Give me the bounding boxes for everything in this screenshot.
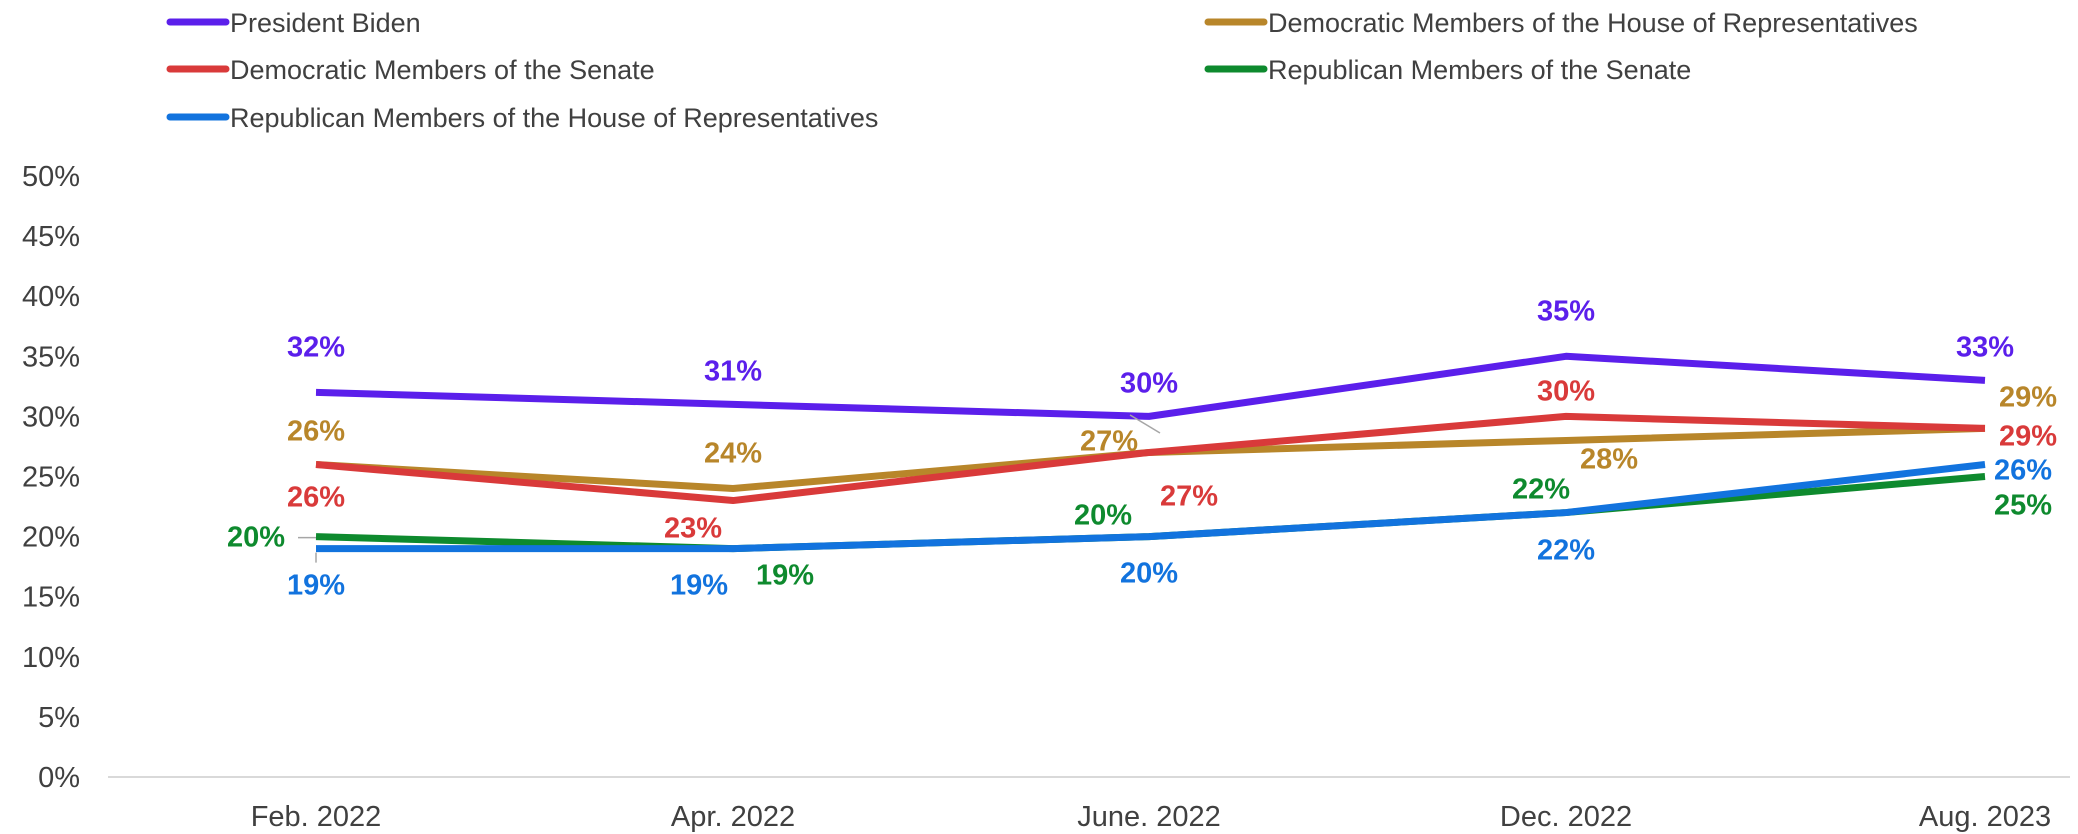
data-label: 22% [1512, 474, 1570, 506]
legend-item: Democratic Members of the Senate [166, 55, 655, 85]
legend-label: Democratic Members of the House of Repre… [1268, 8, 1918, 38]
data-label: 19% [756, 560, 814, 592]
label-leader-lines [298, 414, 1161, 563]
x-tick-label: Aug. 2023 [1919, 801, 2051, 833]
leader-line [1129, 414, 1161, 434]
data-label: 26% [1994, 454, 2052, 486]
series-lines [315, 352, 1986, 553]
y-tick-label: 10% [22, 642, 80, 674]
x-axis: Feb. 2022 Apr. 2022 June. 2022 Dec. 2022 Aug… [251, 801, 2051, 833]
data-label: 29% [1999, 381, 2057, 413]
legend-item: Republican Members of the House of Repre… [166, 103, 878, 133]
chart-legend: President Biden Democratic Members of the… [166, 8, 1918, 133]
legend-item: Democratic Members of the House of Repre… [1204, 8, 1918, 38]
y-tick-label: 50% [22, 161, 80, 193]
data-labels: 32%31% 30%35%33%26%24% 27%28%29%26%23%27%3… [227, 295, 2057, 601]
y-tick-label: 25% [22, 462, 80, 494]
data-label: 24% [704, 438, 762, 470]
data-label: 28% [1580, 443, 1638, 475]
x-tick-label: Feb. 2022 [251, 801, 382, 833]
y-tick-label: 0% [38, 762, 80, 794]
y-tick-label: 35% [22, 341, 80, 373]
data-label: 19% [287, 570, 345, 602]
legend-label: Republican Members of the House of Repre… [230, 103, 878, 133]
y-tick-label: 20% [22, 522, 80, 554]
series-line [315, 424, 1986, 493]
data-label: 20% [1120, 558, 1178, 590]
y-axis: 0% 5% 10% 15% 20% 25% 30% 35% 40% 45% 50% [22, 161, 80, 794]
data-label: 25% [1994, 490, 2052, 522]
y-tick-label: 30% [22, 401, 80, 433]
data-label: 20% [1074, 500, 1132, 532]
y-tick-label: 5% [38, 702, 80, 734]
data-label: 23% [664, 513, 722, 545]
data-label: 26% [287, 415, 345, 447]
legend-label: Republican Members of the Senate [1268, 55, 1691, 85]
legend-label: President Biden [230, 8, 421, 38]
data-label: 31% [704, 355, 762, 387]
data-label: 27% [1080, 425, 1138, 457]
legend-item: President Biden [166, 8, 421, 38]
legend-label: Democratic Members of the Senate [230, 55, 655, 85]
x-tick-label: June. 2022 [1077, 801, 1221, 833]
series-line [316, 461, 1986, 553]
x-tick-label: Apr. 2022 [671, 801, 795, 833]
legend-item: Republican Members of the Senate [1204, 55, 1691, 85]
data-label: 33% [1956, 331, 2014, 363]
series-line [315, 412, 1986, 505]
data-label: 35% [1537, 295, 1595, 327]
data-label: 20% [227, 522, 285, 554]
y-tick-label: 15% [22, 582, 80, 614]
x-tick-label: Dec. 2022 [1500, 801, 1632, 833]
data-label: 19% [670, 570, 728, 602]
series-line [315, 352, 1986, 420]
data-label: 27% [1160, 480, 1218, 512]
y-tick-label: 40% [22, 281, 80, 313]
y-tick-label: 45% [22, 221, 80, 253]
data-label: 22% [1537, 535, 1595, 567]
data-label: 30% [1537, 375, 1595, 407]
data-label: 29% [1999, 420, 2057, 452]
data-label: 30% [1120, 367, 1178, 399]
data-label: 26% [287, 481, 345, 513]
data-label: 32% [287, 331, 345, 363]
